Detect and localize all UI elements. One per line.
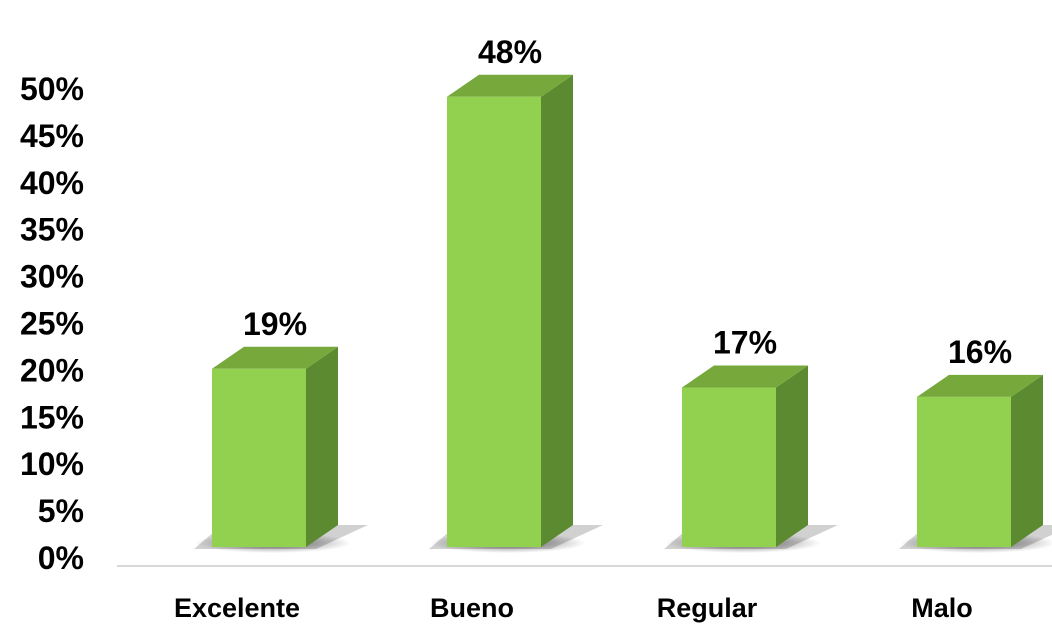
y-tick-label: 10% bbox=[20, 446, 84, 482]
bar-top-face bbox=[447, 74, 573, 97]
bar-malo: 16% bbox=[899, 334, 1052, 553]
bar-top-face bbox=[917, 374, 1043, 397]
x-axis: Excelente Bueno Regular Malo bbox=[174, 593, 973, 623]
bar-top-face bbox=[682, 365, 808, 388]
bar-front-face bbox=[447, 96, 541, 547]
bar-top-face bbox=[212, 346, 338, 369]
y-tick-label: 35% bbox=[20, 212, 84, 248]
y-tick-label: 0% bbox=[38, 540, 84, 576]
bar-excelente: 19% bbox=[194, 306, 368, 553]
y-tick-label: 40% bbox=[20, 165, 84, 201]
bar-side-face bbox=[306, 346, 338, 547]
bar-side-face bbox=[776, 365, 808, 547]
x-category-label: Excelente bbox=[174, 593, 300, 623]
bar-front-face bbox=[212, 368, 306, 547]
y-tick-label: 20% bbox=[20, 352, 84, 388]
bar-front-face bbox=[682, 387, 776, 547]
bars-group: 19% 48% 17% 16% bbox=[194, 34, 1052, 553]
y-tick-label: 5% bbox=[38, 493, 84, 529]
y-tick-label: 30% bbox=[20, 259, 84, 295]
x-category-label: Bueno bbox=[430, 593, 514, 623]
y-axis: 0% 5% 10% 15% 20% 25% 30% 35% 40% 45% 50% bbox=[20, 71, 84, 576]
bar-bueno: 48% bbox=[429, 34, 603, 553]
y-tick-label: 25% bbox=[20, 306, 84, 342]
bar-side-face bbox=[541, 74, 573, 547]
data-label: 16% bbox=[948, 334, 1012, 370]
x-category-label: Regular bbox=[657, 593, 758, 623]
x-category-label: Malo bbox=[911, 593, 973, 623]
y-tick-label: 45% bbox=[20, 118, 84, 154]
y-tick-label: 15% bbox=[20, 399, 84, 435]
y-tick-label: 50% bbox=[20, 71, 84, 107]
bar-front-face bbox=[917, 396, 1011, 547]
data-label: 19% bbox=[243, 306, 307, 342]
data-label: 17% bbox=[713, 325, 777, 361]
bar-side-face bbox=[1011, 374, 1043, 547]
data-label: 48% bbox=[478, 34, 542, 70]
bar-regular: 17% bbox=[664, 325, 838, 553]
